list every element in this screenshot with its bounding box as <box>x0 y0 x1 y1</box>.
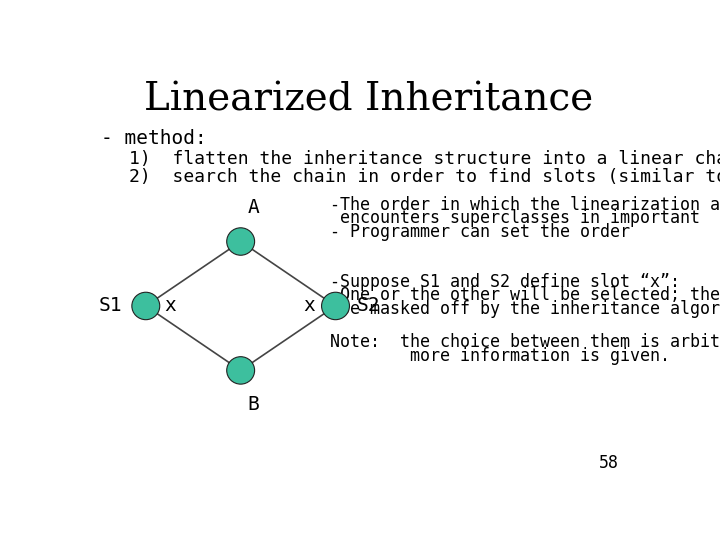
Text: Linearized Inheritance: Linearized Inheritance <box>145 82 593 118</box>
Ellipse shape <box>322 292 349 320</box>
Text: 2)  search the chain in order to find slots (similar to single inheritance): 2) search the chain in order to find slo… <box>129 168 720 186</box>
Text: 58: 58 <box>599 454 619 472</box>
Text: Note:  the choice between them is arbitrary unless: Note: the choice between them is arbitra… <box>330 333 720 351</box>
Text: be masked off by the inheritance algorithm: be masked off by the inheritance algorit… <box>330 300 720 318</box>
Text: B: B <box>248 395 259 414</box>
Text: x: x <box>304 296 315 315</box>
Text: -The order in which the linearization algorithm: -The order in which the linearization al… <box>330 196 720 214</box>
Ellipse shape <box>227 357 255 384</box>
Text: - method:: - method: <box>101 129 207 149</box>
Text: -One or the other will be selected; the other will: -One or the other will be selected; the … <box>330 286 720 305</box>
Ellipse shape <box>132 292 160 320</box>
Text: A: A <box>248 198 259 218</box>
Ellipse shape <box>227 228 255 255</box>
Text: S1: S1 <box>99 296 122 315</box>
Text: -Suppose S1 and S2 define slot “x”:: -Suppose S1 and S2 define slot “x”: <box>330 273 680 291</box>
Text: x: x <box>164 296 176 315</box>
Text: S2: S2 <box>356 296 379 315</box>
Text: 1)  flatten the inheritance structure into a linear chain: 1) flatten the inheritance structure int… <box>129 150 720 168</box>
Text: more information is given.: more information is given. <box>330 347 670 364</box>
Text: encounters superclasses in important: encounters superclasses in important <box>330 210 700 227</box>
Text: - Programmer can set the order: - Programmer can set the order <box>330 223 630 241</box>
